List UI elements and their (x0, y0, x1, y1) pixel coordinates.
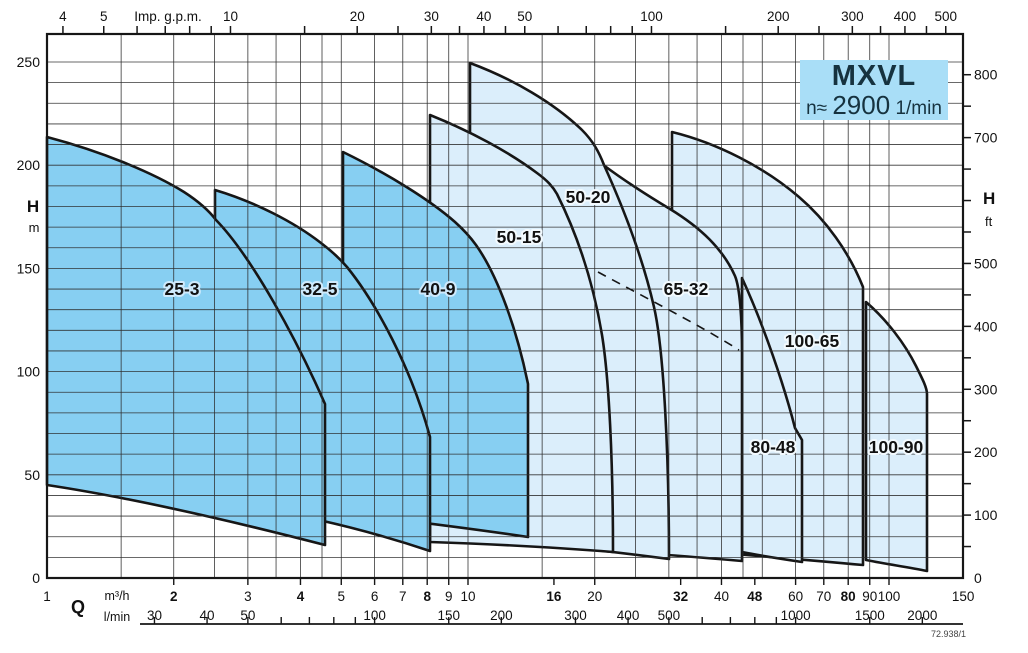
bottom-axis-value-lmin: 150 (437, 608, 460, 623)
bottom-axis-value-lmin: 300 (564, 608, 587, 623)
bottom-axis-value-lmin: 30 (147, 608, 162, 623)
right-axis-unit: ft (985, 214, 993, 229)
right-axis-title: H (983, 189, 995, 208)
right-axis-value: 0 (974, 570, 982, 586)
region-label-50-20: 50-20 (566, 187, 611, 207)
bottom-axis-value-m3h: 40 (714, 589, 729, 604)
left-axis-unit: m (29, 220, 40, 235)
top-axis-value: 400 (894, 9, 917, 24)
top-axis-value: 100 (640, 9, 663, 24)
title-box: MXVL n≈ 2900 1/min (800, 60, 948, 120)
bottom-axis-value-m3h: 150 (952, 589, 975, 604)
right-axis-value: 100 (974, 507, 998, 523)
bottom-axis-value-m3h: 2 (170, 589, 178, 604)
top-axis-value: 40 (476, 9, 491, 24)
bottom-axis-value-m3h: 6 (371, 589, 379, 604)
top-axis-title: Imp. g.p.m. (134, 9, 202, 24)
bottom-axis-value-m3h: 60 (788, 589, 803, 604)
left-axis-value: 50 (24, 467, 40, 483)
region-label-40-9: 40-9 (420, 279, 455, 299)
bottom-axis-value-lmin: 2000 (907, 608, 937, 623)
top-axis-value: 20 (350, 9, 365, 24)
document-reference-number: 72.938/1 (930, 629, 966, 639)
left-axis-value: 100 (17, 364, 41, 380)
right-axis-value: 500 (974, 255, 998, 271)
bottom-axis-value-m3h: 16 (546, 589, 562, 604)
bottom-axis-value-m3h: 48 (747, 589, 763, 604)
top-axis-value: 4 (59, 9, 67, 24)
bottom-axis-value-m3h: 32 (673, 589, 688, 604)
bottom-axis-value-lmin: 200 (490, 608, 513, 623)
left-axis-value: 200 (17, 157, 41, 173)
bottom-axis-value-lmin: 1000 (781, 608, 811, 623)
bottom-axis-value-m3h: 20 (587, 589, 602, 604)
right-axis-value: 800 (974, 67, 998, 83)
bottom-axis-value-m3h: 100 (878, 589, 901, 604)
left-axis-title: H (27, 197, 39, 216)
bottom-axis-value-lmin: 50 (240, 608, 255, 623)
pump-region-25-3 (45, 135, 327, 547)
left-axis-value: 0 (32, 570, 40, 586)
bottom-axis-unit-lmin: l/min (104, 610, 130, 624)
top-axis-value: 300 (841, 9, 864, 24)
bottom-axis-value-lmin: 100 (363, 608, 386, 623)
top-axis-value: 30 (424, 9, 439, 24)
right-axis-value: 200 (974, 444, 998, 460)
speed-rating: n≈ 2900 1/min (806, 89, 942, 120)
bottom-axis-value-lmin: 500 (658, 608, 681, 623)
bottom-axis-value-m3h: 80 (841, 589, 856, 604)
region-label-50-15: 50-15 (497, 227, 542, 247)
right-axis-value: 700 (974, 130, 998, 146)
bottom-axis-value-m3h: 8 (423, 589, 431, 604)
bottom-axis-value-m3h: 7 (399, 589, 407, 604)
bottom-axis-value-lmin: 1500 (855, 608, 885, 623)
pump-region-100-90 (864, 300, 929, 573)
top-axis-value: 5 (100, 9, 108, 24)
bottom-axis-value-m3h: 9 (445, 589, 453, 604)
bottom-axis-unit-m3h: m³/h (105, 589, 130, 603)
speed-prefix: n≈ (806, 97, 833, 119)
bottom-axis-value-m3h: 4 (297, 589, 305, 604)
region-label-32-5: 32-5 (302, 279, 337, 299)
bottom-axis-title: Q (71, 597, 85, 617)
bottom-axis-value-m3h: 10 (460, 589, 475, 604)
speed-unit: 1/min (890, 97, 942, 119)
bottom-axis-value-m3h: 70 (816, 589, 831, 604)
right-axis-value: 300 (974, 381, 998, 397)
series-title: MXVL (831, 60, 917, 93)
speed-value: 2900 (832, 89, 891, 120)
region-label-100-65: 100-65 (785, 331, 840, 351)
top-axis-value: 50 (517, 9, 532, 24)
right-axis-value: 400 (974, 318, 998, 334)
top-axis-value: 10 (223, 9, 238, 24)
left-axis-value: 250 (17, 54, 41, 70)
bottom-axis-value-lmin: 40 (200, 608, 215, 623)
top-axis-value: 500 (934, 9, 957, 24)
region-label-25-3: 25-3 (164, 279, 199, 299)
bottom-axis-value-m3h: 90 (862, 589, 877, 604)
bottom-axis-value-lmin: 400 (617, 608, 640, 623)
region-label-100-90: 100-90 (869, 437, 924, 457)
region-label-65-32: 65-32 (664, 279, 709, 299)
region-label-80-48: 80-48 (751, 437, 796, 457)
top-axis-value: 200 (767, 9, 790, 24)
bottom-axis-value-m3h: 5 (338, 589, 346, 604)
left-axis-value: 150 (17, 260, 41, 276)
bottom-axis-value-m3h: 1 (43, 589, 51, 604)
divider-dashed-line (597, 271, 740, 351)
bottom-axis-value-m3h: 3 (244, 589, 252, 604)
